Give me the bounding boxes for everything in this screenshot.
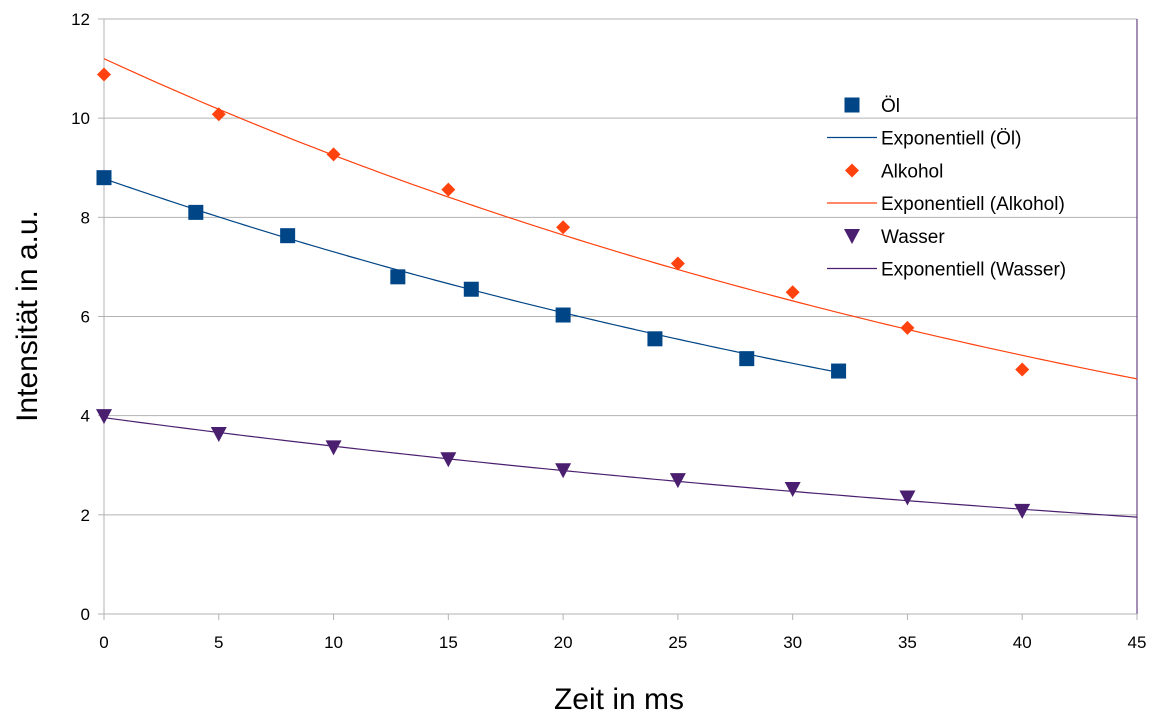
point-oel bbox=[188, 204, 204, 220]
legend-trend-label-oel: Exponentiell (Öl) bbox=[881, 129, 1021, 150]
legend: Öl Exponentiell (Öl) Alkohol Exponentiell (… bbox=[827, 96, 1066, 281]
y-tick-label: 2 bbox=[81, 506, 90, 525]
point-alkohol bbox=[211, 107, 226, 122]
legend-label-wasser: Wasser bbox=[881, 227, 945, 248]
point-alkohol bbox=[1015, 362, 1030, 377]
x-tick-label: 25 bbox=[668, 633, 687, 652]
trendline-oel bbox=[103, 178, 839, 373]
point-wasser bbox=[210, 427, 227, 443]
x-tick-label: 5 bbox=[214, 633, 223, 652]
tick-labels: 0 2 4 6 8 10 12 0 5 10 15 20 25 30 35 40 45 bbox=[71, 10, 1146, 652]
point-oel bbox=[647, 331, 663, 347]
x-tick-label: 0 bbox=[99, 633, 108, 652]
point-oel bbox=[555, 307, 571, 323]
y-tick-label: 6 bbox=[81, 308, 90, 327]
y-tick-label: 12 bbox=[71, 10, 90, 29]
point-oel bbox=[831, 363, 847, 379]
point-wasser bbox=[440, 452, 457, 468]
y-tick-label: 4 bbox=[81, 407, 90, 426]
point-alkohol bbox=[97, 67, 111, 82]
legend-label-alkohol: Alkohol bbox=[881, 162, 943, 183]
x-tick-label: 45 bbox=[1128, 633, 1147, 652]
point-oel bbox=[739, 351, 755, 367]
x-tick-label: 40 bbox=[1013, 633, 1032, 652]
legend-marker-oel bbox=[844, 97, 860, 113]
point-wasser bbox=[669, 473, 686, 489]
y-tick-label: 0 bbox=[81, 605, 90, 624]
axes bbox=[98, 18, 1138, 620]
point-wasser bbox=[555, 463, 572, 479]
point-oel bbox=[280, 228, 296, 244]
point-oel bbox=[463, 281, 479, 297]
point-alkohol bbox=[900, 320, 915, 335]
legend-marker-alkohol bbox=[845, 163, 859, 178]
x-tick-label: 20 bbox=[554, 633, 573, 652]
point-wasser bbox=[899, 490, 916, 506]
point-alkohol bbox=[556, 220, 571, 235]
data-points bbox=[96, 67, 1031, 519]
point-alkohol bbox=[785, 285, 800, 300]
point-wasser bbox=[325, 440, 342, 456]
x-tick-label: 35 bbox=[898, 633, 917, 652]
point-wasser bbox=[1014, 503, 1031, 519]
point-oel bbox=[390, 269, 406, 285]
x-axis-title: Zeit in ms bbox=[554, 683, 684, 716]
point-oel bbox=[96, 170, 112, 186]
point-wasser bbox=[784, 482, 801, 498]
point-alkohol bbox=[670, 256, 685, 271]
y-tick-label: 8 bbox=[81, 208, 90, 227]
x-tick-label: 15 bbox=[439, 633, 458, 652]
trendline-wasser bbox=[103, 417, 1138, 518]
legend-marker-wasser bbox=[844, 229, 860, 244]
point-alkohol bbox=[326, 147, 341, 162]
legend-trend-label-alkohol: Exponentiell (Alkohol) bbox=[881, 194, 1065, 215]
y-axis-title: Intensität in a.u. bbox=[11, 210, 44, 422]
point-alkohol bbox=[441, 182, 456, 197]
legend-trend-label-wasser: Exponentiell (Wasser) bbox=[881, 260, 1066, 281]
x-tick-label: 10 bbox=[324, 633, 343, 652]
trendlines bbox=[103, 58, 1138, 518]
trendline-alkohol bbox=[103, 58, 1138, 380]
point-wasser bbox=[96, 409, 112, 425]
x-tick-label: 30 bbox=[783, 633, 802, 652]
gridlines bbox=[104, 18, 1137, 615]
y-tick-label: 10 bbox=[71, 109, 90, 128]
legend-label-oel: Öl bbox=[881, 96, 900, 117]
